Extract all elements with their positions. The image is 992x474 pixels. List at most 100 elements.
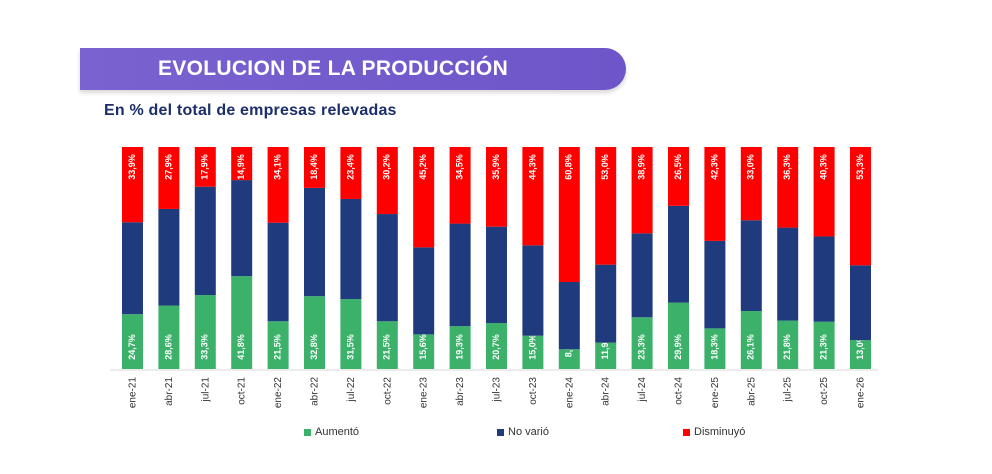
x-tick-label: abr-22: [310, 377, 321, 406]
data-label: 33,0%: [746, 154, 756, 180]
data-label: 17,9%: [200, 154, 210, 180]
bar-aument-oct-25: [813, 321, 835, 369]
data-label: 42,3%: [709, 154, 719, 180]
data-label: 34,1%: [272, 154, 282, 180]
legend-label: Disminuyó: [694, 426, 746, 438]
legend-item-aumento: Aumentó: [304, 426, 359, 438]
data-label: 15,0%: [527, 334, 537, 360]
bar-novari-ene-24: [558, 281, 580, 350]
data-label: 27,9%: [163, 154, 173, 180]
data-label: 11,9%: [600, 334, 610, 359]
x-tick-label: abr-23: [455, 377, 466, 406]
data-label: 36,3%: [782, 154, 792, 180]
bar-disminuy-ene-22: [267, 147, 289, 223]
data-label: 31,5%: [345, 334, 355, 360]
bar-disminuy-jul-25: [777, 147, 799, 228]
data-label: 60,8%: [564, 154, 574, 180]
data-label: 20,7%: [491, 334, 501, 360]
bar-novari-abr-25: [740, 220, 762, 312]
bar-disminuy-jul-22: [340, 147, 362, 199]
bar-aument-abr-22: [304, 296, 325, 369]
x-tick-label: jul-25: [783, 377, 794, 403]
x-tick-label: oct-24: [674, 377, 685, 405]
bar-disminuy-abr-22: [304, 147, 325, 188]
bar-novari-jul-23: [486, 226, 507, 324]
bar-aument-ene-26: [850, 340, 871, 369]
data-label: 33,3%: [200, 334, 210, 360]
x-tick-label: ene-24: [564, 377, 575, 409]
legend-swatch: [683, 428, 690, 436]
data-label: 21,5%: [272, 334, 282, 360]
bar-novari-ene-26: [850, 265, 871, 341]
x-tick-label: abr-24: [601, 377, 612, 406]
data-label: 23,3%: [636, 334, 646, 360]
bar-novari-ene-22: [267, 222, 289, 322]
bar-aument-ene-22: [267, 321, 289, 369]
bar-novari-oct-22: [376, 214, 398, 322]
bar-disminuy-oct-25: [813, 147, 835, 237]
chart-subtitle: En % del total de empresas relevadas: [104, 102, 397, 119]
x-tick-label: ene-25: [710, 377, 721, 409]
bar-disminuy-ene-26: [850, 147, 871, 266]
bar-novari-abr-23: [449, 223, 471, 327]
x-tick-label: abr-25: [746, 377, 757, 406]
x-tick-label: abr-21: [164, 377, 175, 406]
data-label: 29,9%: [673, 334, 683, 360]
x-tick-label: ene-22: [273, 377, 284, 409]
data-label: 41,8%: [236, 334, 246, 360]
x-tick-label: oct-23: [528, 377, 539, 405]
data-label: 53,3%: [855, 154, 865, 180]
bar-disminuy-ene-24: [558, 147, 580, 282]
legend-swatch: [497, 428, 504, 436]
bar-disminuy-abr-23: [449, 147, 471, 224]
data-label: 53,0%: [600, 154, 610, 180]
bar-aument-jul-23: [486, 323, 507, 369]
bar-aument-ene-23: [413, 334, 435, 369]
data-label: 38,9%: [636, 154, 646, 180]
bar-disminuy-jul-24: [631, 147, 653, 234]
data-label: 34,5%: [454, 154, 464, 180]
bar-novari-jul-21: [194, 186, 216, 296]
data-label: 28,6%: [163, 334, 173, 360]
bar-aument-jul-21: [194, 295, 216, 369]
chart-title: EVOLUCION DE LA PRODUCCIÓN: [158, 57, 509, 80]
bar-aument-jul-25: [777, 320, 799, 369]
bar-disminuy-ene-25: [704, 147, 726, 241]
bar-aument-oct-22: [376, 321, 398, 369]
bar-aument-abr-24: [595, 342, 617, 369]
bar-novari-jul-25: [777, 227, 799, 321]
bar-aument-oct-24: [668, 302, 689, 369]
legend-label: No varió: [508, 426, 549, 438]
bar-disminuy-ene-23: [413, 147, 435, 248]
bar-aument-jul-22: [340, 299, 362, 369]
bar-aument-oct-23: [522, 335, 544, 369]
data-label: 23,4%: [345, 154, 355, 180]
x-tick-label: jul-23: [492, 377, 503, 403]
bar-aument-abr-23: [449, 326, 471, 369]
data-label: 13,0%: [855, 334, 865, 360]
bar-disminuy-jul-21: [194, 147, 216, 187]
data-label: 24,7%: [127, 334, 137, 360]
legend-label: Aumentó: [315, 426, 360, 438]
x-tick-label: oct-25: [819, 377, 830, 405]
legend-item-disminuyo: Disminuyó: [683, 426, 745, 438]
bar-disminuy-abr-25: [740, 147, 762, 221]
x-tick-label: ene-23: [419, 377, 430, 409]
bar-novari-abr-24: [595, 264, 617, 343]
bar-novari-abr-22: [304, 187, 325, 297]
data-label: 14,9%: [236, 154, 246, 180]
data-label: 40,3%: [818, 154, 828, 180]
bar-novari-ene-25: [704, 240, 726, 329]
data-label: 33,9%: [127, 154, 137, 180]
data-label: 21,3%: [818, 334, 828, 360]
bar-novari-oct-24: [668, 205, 689, 303]
bar-novari-jul-22: [340, 198, 362, 300]
x-tick-label: oct-22: [382, 377, 393, 405]
title-banner: EVOLUCION DE LA PRODUCCIÓN: [80, 48, 626, 90]
bar-disminuy-oct-21: [231, 147, 253, 181]
bar-disminuy-abr-24: [595, 147, 617, 265]
bar-aument-ene-21: [122, 314, 143, 369]
bar-disminuy-jul-23: [486, 147, 507, 227]
data-label: 26,5%: [673, 154, 683, 180]
